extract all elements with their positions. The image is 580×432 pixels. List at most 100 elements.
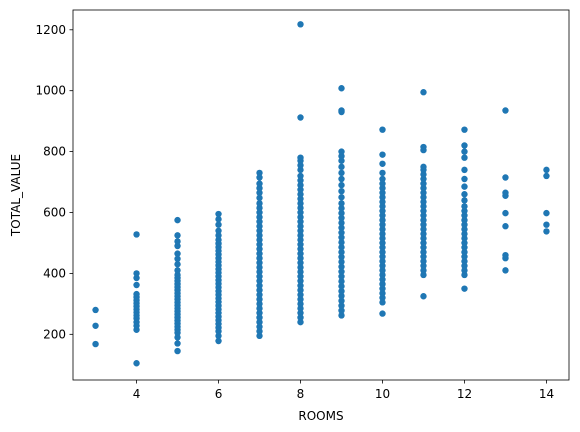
data-point bbox=[379, 290, 386, 297]
data-point bbox=[461, 142, 468, 149]
data-point bbox=[543, 221, 550, 228]
data-point bbox=[297, 181, 304, 189]
data-point bbox=[174, 271, 181, 279]
data-point bbox=[461, 271, 468, 279]
data-point bbox=[92, 322, 99, 329]
data-point bbox=[502, 223, 509, 230]
data-point bbox=[338, 175, 345, 183]
data-point bbox=[461, 267, 468, 274]
data-point bbox=[256, 296, 263, 303]
data-point bbox=[379, 184, 386, 192]
data-point bbox=[502, 251, 509, 259]
data-point bbox=[256, 204, 263, 212]
data-point bbox=[543, 166, 550, 174]
data-point bbox=[379, 216, 386, 224]
data-point bbox=[297, 282, 304, 289]
y-axis: 200 400 600 800 1000 1200 bbox=[35, 23, 73, 341]
data-point bbox=[215, 332, 222, 340]
data-point bbox=[297, 273, 304, 280]
y-tick-label: 1200 bbox=[35, 23, 66, 37]
data-point bbox=[379, 207, 386, 215]
data-point bbox=[256, 200, 263, 207]
data-point bbox=[256, 232, 263, 239]
x-tick-label: 4 bbox=[133, 387, 141, 401]
data-point bbox=[297, 254, 304, 262]
data-point bbox=[379, 310, 386, 317]
data-point bbox=[297, 305, 304, 312]
data-point bbox=[215, 227, 222, 234]
data-point bbox=[420, 244, 427, 251]
data-point bbox=[297, 204, 304, 212]
data-point bbox=[256, 213, 263, 221]
data-point bbox=[420, 189, 427, 196]
data-point bbox=[256, 291, 263, 298]
data-point bbox=[461, 258, 468, 265]
data-point bbox=[338, 234, 345, 241]
data-point bbox=[256, 282, 263, 289]
data-point bbox=[379, 194, 386, 201]
data-point bbox=[338, 239, 345, 246]
data-point bbox=[420, 194, 427, 201]
data-point bbox=[297, 232, 304, 239]
data-point bbox=[338, 292, 345, 300]
data-point bbox=[420, 216, 427, 224]
data-point bbox=[379, 169, 386, 177]
data-point bbox=[215, 216, 222, 223]
data-point bbox=[502, 107, 509, 114]
data-point bbox=[256, 250, 263, 257]
data-point bbox=[420, 207, 427, 215]
data-point bbox=[379, 299, 386, 306]
data-point bbox=[461, 230, 468, 238]
data-point bbox=[379, 271, 386, 279]
data-point bbox=[461, 216, 468, 224]
data-point bbox=[133, 270, 140, 277]
data-point bbox=[174, 255, 181, 262]
data-point bbox=[338, 273, 345, 280]
data-point bbox=[338, 205, 345, 212]
data-point bbox=[543, 172, 550, 180]
data-point bbox=[379, 239, 386, 247]
data-point bbox=[215, 337, 222, 345]
x-tick-label: 14 bbox=[539, 387, 554, 401]
data-point bbox=[379, 230, 386, 238]
data-point bbox=[379, 189, 386, 196]
data-point bbox=[420, 198, 427, 206]
y-tick-label: 400 bbox=[43, 266, 66, 280]
data-point bbox=[133, 231, 140, 238]
data-point bbox=[256, 309, 263, 317]
data-point bbox=[420, 253, 427, 260]
data-point bbox=[256, 241, 263, 248]
data-point bbox=[256, 189, 263, 196]
data-point bbox=[174, 334, 181, 341]
data-point bbox=[256, 328, 263, 335]
data-point bbox=[379, 267, 386, 274]
data-point bbox=[338, 152, 345, 160]
data-point bbox=[297, 21, 304, 28]
data-point bbox=[461, 244, 468, 251]
data-point bbox=[256, 169, 263, 177]
x-tick-label: 6 bbox=[215, 387, 223, 401]
data-point bbox=[338, 287, 345, 295]
data-point bbox=[297, 186, 304, 193]
data-point bbox=[297, 318, 304, 326]
data-point bbox=[461, 239, 468, 247]
data-point bbox=[174, 216, 181, 224]
data-point bbox=[256, 194, 263, 202]
data-point bbox=[543, 228, 550, 235]
data-point bbox=[256, 174, 263, 181]
data-point bbox=[420, 262, 427, 269]
data-point bbox=[297, 227, 304, 234]
data-point bbox=[338, 107, 345, 114]
data-point bbox=[256, 218, 263, 225]
data-point bbox=[133, 281, 140, 289]
data-point bbox=[297, 236, 304, 244]
plot-frame bbox=[72, 9, 570, 381]
points-layer bbox=[92, 21, 550, 367]
data-point bbox=[297, 218, 304, 225]
data-point bbox=[379, 198, 386, 206]
data-point bbox=[420, 163, 427, 171]
data-point bbox=[256, 236, 263, 244]
data-point bbox=[461, 226, 468, 233]
data-point bbox=[379, 221, 386, 228]
